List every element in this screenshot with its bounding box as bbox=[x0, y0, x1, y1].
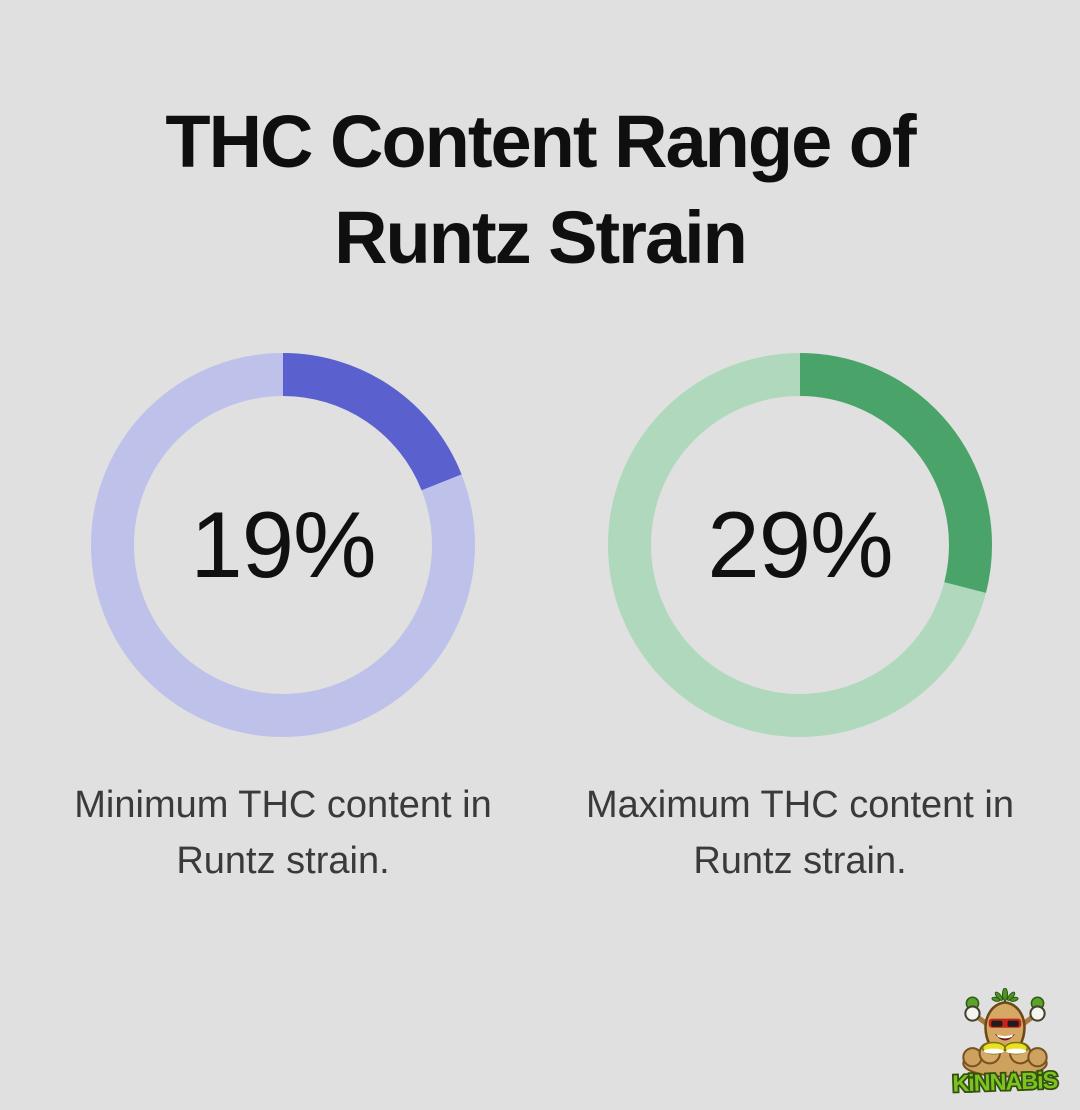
donut-ring-maximum: 29% bbox=[608, 353, 992, 737]
page-title-line-2: Runtz Strain bbox=[334, 196, 748, 279]
brand-wordmark: KiNNABiS bbox=[952, 1067, 1058, 1096]
cannabis-leaf-icon bbox=[991, 988, 1019, 1003]
donut-chart-maximum-thc: 29% Maximum THC content in Runtz strain. bbox=[560, 353, 1040, 889]
glove-icon bbox=[1029, 1005, 1046, 1022]
chart-caption-maximum: Maximum THC content in Runtz strain. bbox=[586, 784, 1014, 882]
donut-chart-minimum-thc: 19% Minimum THC content in Runtz strain. bbox=[43, 353, 523, 889]
brand-logo: KiNNABiS bbox=[943, 988, 1067, 1096]
page-title-line-1: THC Content Range of bbox=[165, 100, 916, 183]
donut-svg-minimum bbox=[91, 353, 475, 737]
donut-ring-minimum: 19% bbox=[91, 353, 475, 737]
page-title: THC Content Range of Runtz Strain bbox=[0, 0, 1080, 286]
sunglasses-icon bbox=[988, 1018, 1022, 1028]
mascot-shoes bbox=[981, 1041, 1029, 1055]
chart-caption-minimum: Minimum THC content in Runtz strain. bbox=[74, 784, 492, 882]
mascot-smile bbox=[994, 1033, 1016, 1041]
donut-svg-maximum bbox=[608, 353, 992, 737]
cannabis-mascot-icon: KiNNABiS bbox=[950, 988, 1060, 1096]
glove-icon bbox=[964, 1005, 981, 1022]
donut-value-arc bbox=[91, 353, 475, 737]
donut-value-arc bbox=[608, 353, 992, 737]
